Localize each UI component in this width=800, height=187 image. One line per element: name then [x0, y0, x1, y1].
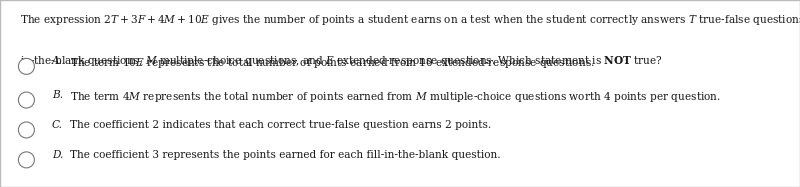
Text: in-the-blank questions, $M$ multiple-choice questions, and $E$ extended-response: in-the-blank questions, $M$ multiple-cho… [20, 54, 663, 68]
Text: B.: B. [52, 90, 63, 100]
Text: C.: C. [52, 120, 63, 130]
Text: The coefficient 2 indicates that each correct true-false question earns 2 points: The coefficient 2 indicates that each co… [70, 120, 492, 130]
Ellipse shape [18, 122, 34, 138]
Text: The term $10E$ represents the total number of points earned from 10 extended-res: The term $10E$ represents the total numb… [70, 56, 595, 70]
Ellipse shape [18, 152, 34, 168]
Text: D.: D. [52, 150, 63, 160]
Text: The expression $2T + 3F + 4M + 10E$ gives the number of points a student earns o: The expression $2T + 3F + 4M + 10E$ give… [20, 13, 800, 27]
Text: The coefficient 3 represents the points earned for each fill-in-the-blank questi: The coefficient 3 represents the points … [70, 150, 501, 160]
Ellipse shape [18, 92, 34, 108]
Text: A.: A. [52, 56, 63, 66]
Text: The term $4M$ represents the total number of points earned from $M$ multiple-cho: The term $4M$ represents the total numbe… [70, 90, 722, 104]
Ellipse shape [18, 58, 34, 74]
